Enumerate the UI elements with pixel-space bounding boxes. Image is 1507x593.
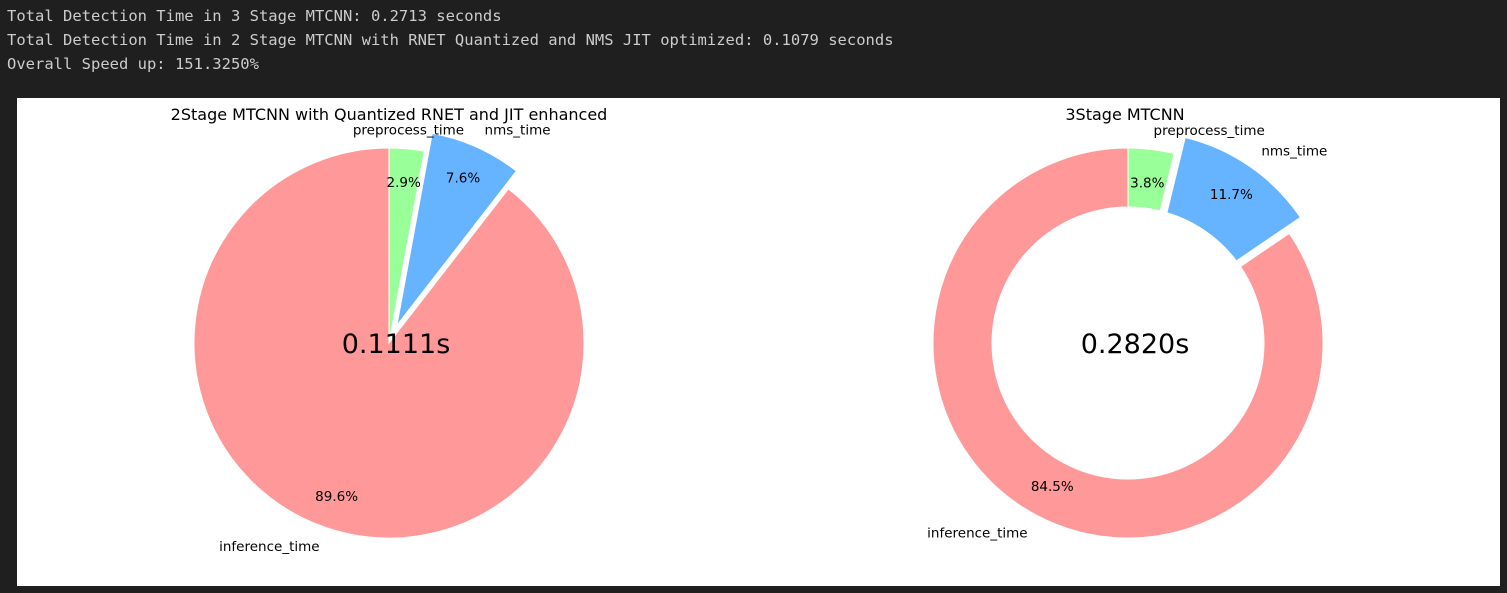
center-total-label: 0.2820s	[1081, 329, 1190, 360]
slice-percent-label: 7.6%	[446, 170, 480, 186]
pie-charts-svg: 2Stage MTCNN with Quantized RNET and JIT…	[171, 105, 1328, 555]
chart-title: 3Stage MTCNN	[1065, 105, 1184, 124]
pie-slice-inference-time	[193, 147, 585, 539]
slice-category-label: nms_time	[485, 122, 551, 138]
figure-canvas: 2Stage MTCNN with Quantized RNET and JIT…	[17, 98, 1500, 586]
slice-percent-label: 11.7%	[1210, 187, 1253, 203]
slice-percent-label: 3.8%	[1130, 175, 1164, 191]
slice-category-label: nms_time	[1261, 144, 1327, 160]
donut-hole	[991, 206, 1265, 480]
chart-title: 2Stage MTCNN with Quantized RNET and JIT…	[171, 105, 608, 124]
console-line-speedup: Overall Speed up: 151.3250%	[7, 55, 259, 73]
chart-3stage: 3Stage MTCNN 3.8% preprocess_time 11.7% nms…	[927, 105, 1327, 542]
center-total-label: 0.1111s	[342, 329, 451, 360]
console-line-2stage-time: Total Detection Time in 2 Stage MTCNN wi…	[7, 31, 894, 49]
slice-percent-label: 2.9%	[387, 175, 421, 191]
slice-category-label: preprocess_time	[1154, 123, 1265, 139]
slice-percent-label: 84.5%	[1031, 479, 1074, 495]
slice-category-label: inference_time	[927, 526, 1027, 542]
chart-2stage: 2Stage MTCNN with Quantized RNET and JIT…	[171, 105, 608, 555]
slice-category-label: preprocess_time	[353, 122, 464, 138]
pie-slice-nms-time	[396, 132, 518, 326]
pie-slice-inference-time	[932, 147, 1324, 539]
console-output: Total Detection Time in 3 Stage MTCNN: 0…	[7, 4, 894, 76]
slice-category-label: inference_time	[219, 539, 319, 555]
slice-percent-label: 89.6%	[315, 489, 358, 505]
console-line-3stage-time: Total Detection Time in 3 Stage MTCNN: 0…	[7, 7, 502, 25]
